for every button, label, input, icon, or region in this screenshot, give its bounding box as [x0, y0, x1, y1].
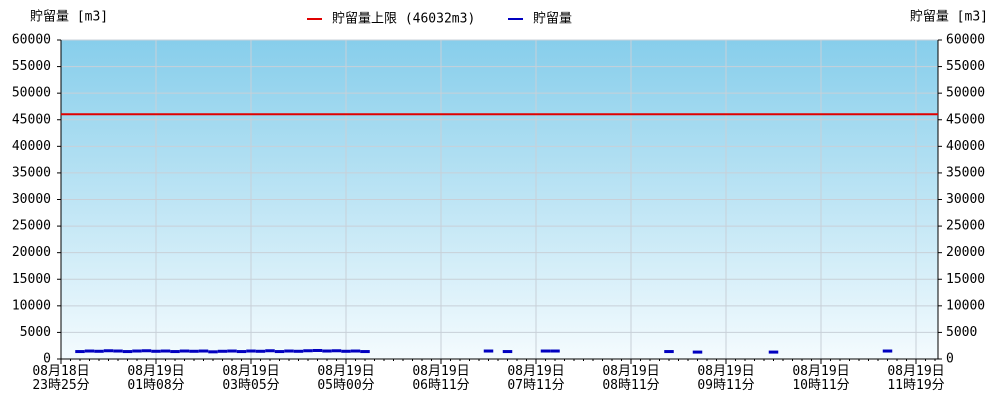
y-tick-label: 40000 [12, 139, 51, 154]
data-point [882, 349, 893, 353]
y2-tick-label: 10000 [946, 298, 985, 313]
data-point [160, 349, 171, 353]
data-point [189, 349, 199, 353]
y2-tick-label: 0 [946, 352, 954, 367]
data-point [331, 349, 342, 353]
data-point [141, 349, 152, 353]
data-point [540, 349, 551, 353]
y-tick-label: 0 [43, 352, 51, 367]
data-point [483, 349, 494, 353]
y2-tick-label: 15000 [946, 272, 985, 287]
data-point [151, 349, 161, 353]
data-point [75, 350, 85, 354]
data-point [284, 349, 294, 353]
x-tick-label: 08月19日 06時11分 [412, 364, 470, 393]
y2-tick-label: 50000 [946, 86, 985, 101]
data-point [103, 349, 114, 353]
x-tick-label: 08月18日 23時25分 [32, 364, 90, 393]
data-point [246, 349, 256, 353]
x-tick-label: 08月19日 08時11分 [602, 364, 660, 393]
data-point [322, 349, 332, 353]
data-point [502, 350, 513, 354]
y2-axis-label: 貯留量 [m3] [910, 10, 988, 25]
y2-tick-label: 25000 [946, 219, 985, 234]
x-tick-label: 08月19日 01時08分 [127, 364, 185, 393]
y-axis-label: 貯留量 [m3] [30, 10, 108, 25]
y-tick-label: 20000 [12, 245, 51, 260]
data-point [303, 349, 313, 353]
x-tick-label: 08月19日 11時19分 [887, 364, 945, 393]
y2-tick-label: 30000 [946, 192, 985, 207]
data-point [293, 349, 304, 353]
data-point [227, 349, 237, 353]
data-point [94, 349, 104, 353]
data-point [265, 349, 275, 353]
x-tick-label: 08月19日 10時11分 [792, 364, 850, 393]
x-tick-label: 08月19日 07時11分 [507, 364, 565, 393]
data-point [692, 350, 703, 354]
y-tick-label: 45000 [12, 112, 51, 127]
data-point [550, 349, 560, 353]
y2-tick-label: 60000 [946, 33, 985, 48]
data-point [255, 349, 266, 353]
data-point [236, 350, 247, 354]
legend-label: 貯留量 [533, 12, 572, 27]
data-point [84, 349, 95, 353]
y-tick-label: 25000 [12, 219, 51, 234]
data-point [179, 349, 190, 353]
y-tick-label: 35000 [12, 165, 51, 180]
data-point [208, 350, 218, 354]
data-point [768, 350, 779, 354]
x-tick-label: 08月19日 05時00分 [317, 364, 375, 393]
data-point [664, 350, 674, 354]
y-tick-label: 5000 [20, 325, 51, 340]
data-point [341, 349, 351, 353]
data-point [198, 349, 209, 353]
data-point [113, 349, 123, 353]
x-tick-label: 08月19日 03時05分 [222, 364, 280, 393]
y2-tick-label: 20000 [946, 245, 985, 260]
x-tick-label: 08月19日 09時11分 [697, 364, 755, 393]
y-tick-label: 10000 [12, 298, 51, 313]
data-point [360, 350, 370, 354]
data-point [312, 348, 323, 352]
data-point [350, 349, 361, 353]
data-point [217, 349, 228, 353]
data-point [132, 349, 142, 353]
legend-label: 貯留量上限 (46032m3) [332, 12, 475, 27]
y-tick-label: 60000 [12, 33, 51, 48]
y2-tick-label: 5000 [946, 325, 977, 340]
y-tick-label: 50000 [12, 86, 51, 101]
data-point [122, 350, 133, 354]
y-tick-label: 30000 [12, 192, 51, 207]
data-point [170, 350, 180, 354]
y2-tick-label: 45000 [946, 112, 985, 127]
y2-tick-label: 35000 [946, 165, 985, 180]
data-point [274, 350, 285, 354]
y2-tick-label: 40000 [946, 139, 985, 154]
y-tick-label: 55000 [12, 59, 51, 74]
y2-tick-label: 55000 [946, 59, 985, 74]
y-tick-label: 15000 [12, 272, 51, 287]
